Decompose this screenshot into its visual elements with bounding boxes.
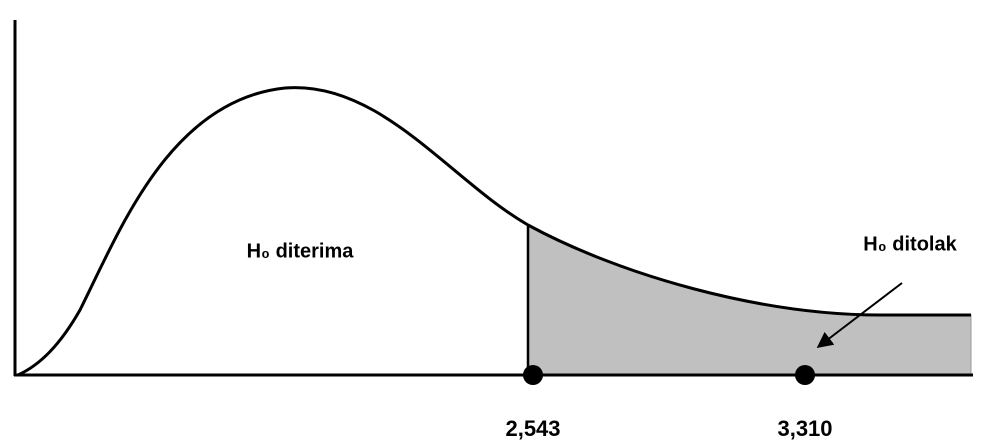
reject-label: H₀ ditolak	[863, 233, 957, 255]
accept-label: H₀ diterima	[247, 240, 355, 262]
arrow	[816, 282, 903, 348]
critical-value-label: 2,543	[505, 416, 560, 441]
critical-point	[795, 365, 815, 385]
critical-value-label: 3,310	[777, 416, 832, 441]
distribution-curve	[17, 86, 971, 377]
critical-point	[523, 365, 543, 385]
